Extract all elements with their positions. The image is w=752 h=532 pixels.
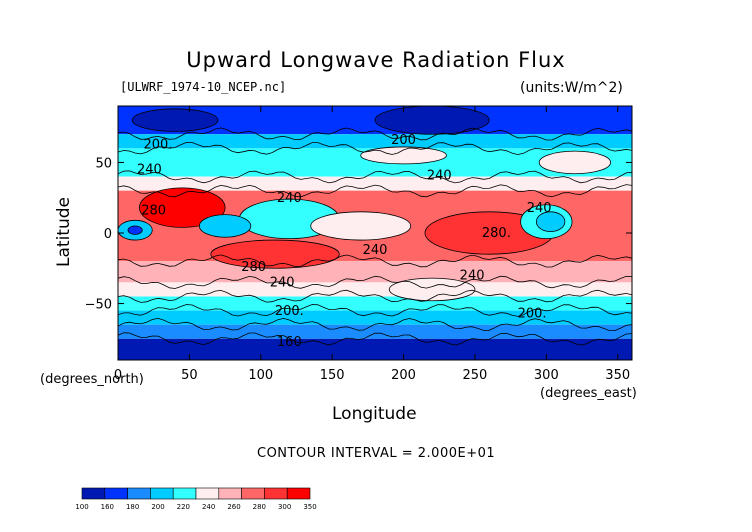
contour-band bbox=[118, 296, 632, 311]
contour-label: 240 bbox=[427, 168, 452, 183]
x-units-label: (degrees_east) bbox=[540, 386, 637, 401]
contour-region bbox=[374, 106, 490, 135]
contour-label: 240 bbox=[527, 201, 552, 216]
x-tick-label: 0 bbox=[114, 368, 122, 383]
contour-label: 200 bbox=[391, 133, 416, 148]
source-file-label: [ULWRF_1974-10_NCEP.nc] bbox=[120, 80, 287, 94]
contour-region bbox=[388, 277, 476, 302]
colorbar-swatch bbox=[81, 487, 106, 500]
contour-band bbox=[118, 324, 632, 339]
contour-fill-layer bbox=[118, 106, 632, 360]
contour-line bbox=[118, 332, 632, 346]
contour-label: 240 bbox=[270, 276, 295, 291]
contour-label: 240 bbox=[363, 243, 388, 258]
y-axis-label: Latitude bbox=[54, 197, 74, 267]
contour-region bbox=[131, 108, 219, 132]
x-tick-label: 50 bbox=[181, 368, 198, 383]
contour-region bbox=[538, 150, 611, 175]
colorbar-swatch bbox=[127, 487, 151, 500]
contour-label: 240 bbox=[460, 269, 485, 284]
colorbar-label: 350 bbox=[303, 503, 316, 511]
colorbar-label: 280 bbox=[253, 503, 266, 511]
contour-line bbox=[118, 304, 632, 317]
colorbar-swatch bbox=[241, 487, 265, 500]
contour-label: 160 bbox=[277, 335, 302, 350]
colorbar-label: 300 bbox=[278, 503, 291, 511]
contour-label: 200. bbox=[518, 307, 547, 322]
y-tick-label: −50 bbox=[85, 298, 112, 313]
x-tick-label: 250 bbox=[463, 368, 488, 383]
contour-line bbox=[118, 141, 632, 156]
colorbar-swatch bbox=[172, 487, 197, 500]
contour-region bbox=[198, 214, 252, 238]
contour-line bbox=[118, 170, 632, 184]
x-tick-label: 350 bbox=[605, 368, 630, 383]
contour-line bbox=[118, 184, 632, 198]
x-tick-label: 150 bbox=[320, 368, 345, 383]
contour-region bbox=[139, 187, 226, 228]
colorbar-swatch bbox=[264, 487, 288, 500]
contour-band bbox=[118, 134, 632, 149]
contour-label: 280 bbox=[141, 204, 166, 219]
chart-title: Upward Longwave Radiation Flux bbox=[186, 48, 566, 72]
contour-labels: 200. 240 280 240 200 240 280. 240 240 280 240 240 20… bbox=[137, 133, 552, 350]
colorbar-label: 100 bbox=[75, 503, 88, 511]
contour-band bbox=[118, 176, 632, 191]
axis-ticks: 0 50 100 150 200 250 300 350 −50 0 50 bbox=[85, 106, 632, 383]
x-tick-label: 300 bbox=[534, 368, 559, 383]
contour-line bbox=[118, 317, 632, 332]
contour-label: 200. bbox=[275, 304, 304, 319]
contour-label: 280. bbox=[482, 226, 511, 241]
colorbar-swatch bbox=[104, 487, 128, 500]
contour-band bbox=[118, 338, 632, 360]
colorbar-label: 220 bbox=[177, 503, 190, 511]
contour-line bbox=[118, 127, 632, 141]
colorbar-swatch bbox=[150, 487, 174, 500]
contour-label: 280 bbox=[241, 260, 266, 275]
y-tick-label: 50 bbox=[95, 156, 112, 171]
colorbar: 100 160 180 200 220 240 260 280 300 350 bbox=[75, 487, 317, 511]
y-units-label: (degrees_north) bbox=[40, 372, 144, 387]
contour-region bbox=[310, 211, 412, 241]
contour-region bbox=[210, 239, 340, 269]
colorbar-label: 200 bbox=[151, 503, 164, 511]
contour-interval: CONTOUR INTERVAL = 2.000E+01 bbox=[257, 446, 496, 461]
y-tick-label: 0 bbox=[104, 227, 112, 242]
x-axis-label: Longitude bbox=[332, 404, 417, 424]
contour-label: 200. bbox=[144, 137, 173, 152]
contour-band bbox=[118, 261, 632, 283]
contour-line bbox=[118, 289, 632, 303]
contour-region bbox=[360, 146, 447, 165]
contour-label: 240 bbox=[137, 163, 162, 178]
colorbar-label: 160 bbox=[101, 503, 114, 511]
x-tick-label: 200 bbox=[391, 368, 416, 383]
contour-line bbox=[118, 275, 632, 289]
units-label: (units:W/m^2) bbox=[520, 80, 623, 96]
contour-region bbox=[535, 211, 566, 232]
contour-region bbox=[127, 225, 143, 235]
x-tick-label: 100 bbox=[248, 368, 273, 383]
colorbar-label: 180 bbox=[126, 503, 139, 511]
contour-band bbox=[118, 282, 632, 297]
contour-line bbox=[118, 254, 632, 268]
colorbar-label: 240 bbox=[202, 503, 215, 511]
colorbar-swatch bbox=[218, 487, 242, 500]
colorbar-swatch bbox=[195, 487, 220, 500]
contour-label: 240 bbox=[277, 191, 302, 206]
colorbar-swatch bbox=[286, 487, 311, 500]
colorbar-label: 260 bbox=[227, 503, 240, 511]
